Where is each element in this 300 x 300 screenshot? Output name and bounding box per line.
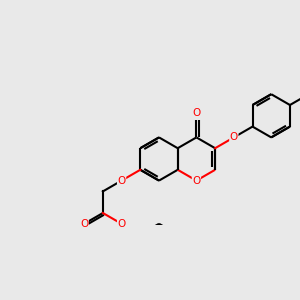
Text: O: O bbox=[192, 176, 200, 186]
Text: O: O bbox=[192, 108, 200, 118]
Text: O: O bbox=[118, 219, 126, 229]
Text: O: O bbox=[80, 219, 88, 229]
Text: O: O bbox=[230, 132, 238, 142]
Text: O: O bbox=[118, 176, 126, 186]
